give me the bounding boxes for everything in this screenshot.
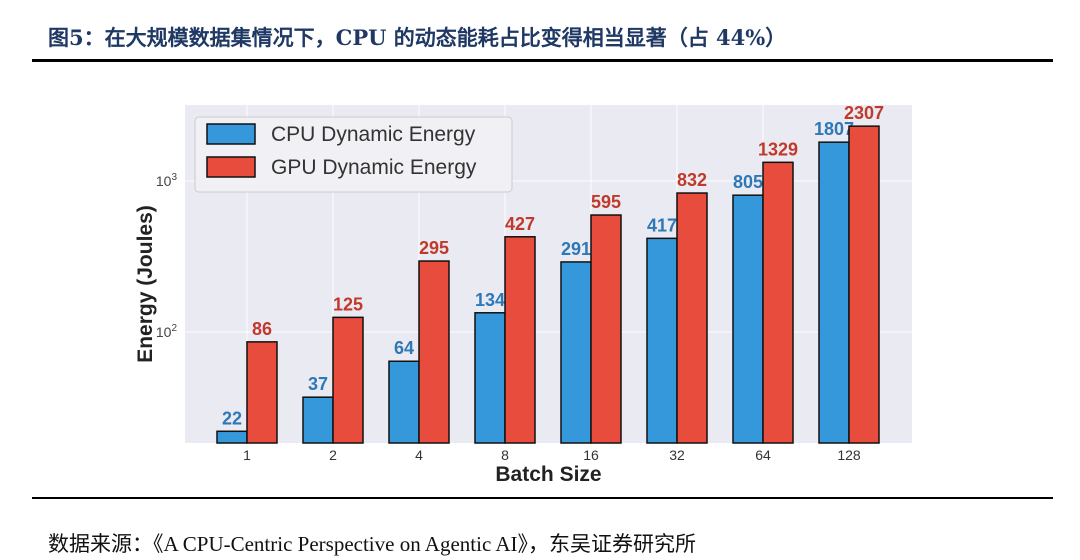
cpu-value-label: 37 [308,374,328,394]
legend-swatch [206,123,256,145]
gpu-value-label: 427 [505,214,535,234]
y-axis-title: Energy (Joules) [134,205,157,363]
cpu-value-label: 291 [561,239,591,259]
cpu-value-label: 64 [394,338,414,358]
cpu-bar [818,141,850,444]
legend [194,116,513,193]
x-tick-label: 128 [837,447,861,463]
gpu-value-label: 86 [252,319,272,339]
cpu-bar [646,237,678,444]
cpu-bar [388,360,420,444]
cpu-value-label: 417 [647,215,677,235]
cpu-value-label: 22 [222,408,242,428]
gpu-bar [848,125,880,444]
gpu-value-label: 832 [677,170,707,190]
x-tick-label: 2 [329,447,337,463]
gpu-bar [504,236,536,444]
gpu-bar [418,260,450,444]
cpu-bar [302,396,334,444]
y-tick-label: 102 [156,323,178,340]
y-tick-label: 103 [156,172,178,189]
cpu-bar [216,430,248,444]
legend-label: GPU Dynamic Energy [271,156,477,179]
source-note: 数据来源：《A CPU-Centric Perspective on Agent… [48,532,697,556]
gpu-value-label: 595 [591,192,621,212]
x-tick-label: 16 [583,447,599,463]
gpu-bar [332,316,364,444]
cpu-value-label: 805 [733,172,763,192]
gpu-bar [762,161,794,444]
x-tick-label: 4 [415,447,423,463]
gpu-value-label: 295 [419,238,449,258]
legend-swatch [206,156,256,178]
gpu-value-label: 2307 [844,103,884,123]
x-tick-label: 1 [243,447,251,463]
gpu-value-label: 125 [333,294,363,314]
cpu-value-label: 1807 [814,119,854,139]
x-tick-label: 64 [755,447,771,463]
legend-label: CPU Dynamic Energy [271,123,476,146]
cpu-value-label: 134 [475,290,505,310]
x-axis-title: Batch Size [495,463,601,486]
figure-title: 图5：在大规模数据集情况下，CPU 的动态能耗占比变得相当显著（占 44%） [48,25,787,50]
bottom-rule [32,497,1053,499]
gpu-bar [590,214,622,444]
gpu-bar [246,341,278,444]
gpu-value-label: 1329 [758,139,798,159]
gpu-bar [676,192,708,444]
top-rule [32,59,1053,62]
cpu-bar [560,261,592,444]
x-tick-label: 32 [669,447,685,463]
x-tick-label: 8 [501,447,509,463]
cpu-bar [732,194,764,444]
cpu-bar [474,312,506,444]
